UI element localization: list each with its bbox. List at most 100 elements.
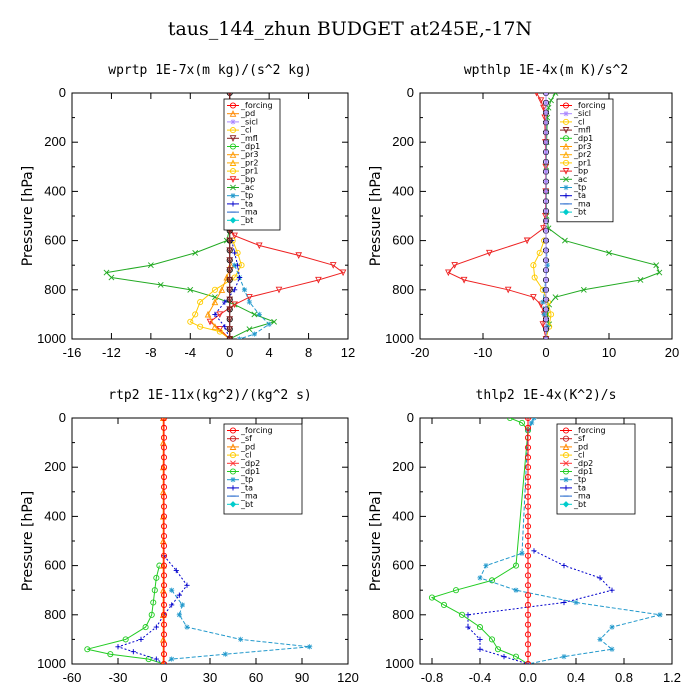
series-point_pr1-marker <box>530 262 537 269</box>
series-point_ta-marker <box>501 654 507 660</box>
series-point_mfl-marker <box>226 257 234 264</box>
x-tick-label: 10 <box>602 345 616 360</box>
y-tick-label: 1000 <box>37 656 66 671</box>
series-point_ta-marker <box>477 646 483 652</box>
series-point_tp-marker <box>176 612 182 618</box>
series-point_sicl-marker <box>543 238 549 244</box>
series-point_forcing-marker <box>524 601 532 609</box>
series-point_ac-marker <box>606 249 612 256</box>
legend-entry: _pr3 <box>573 142 591 151</box>
legend-marker <box>562 118 570 125</box>
series-point_forcing-marker <box>524 631 532 638</box>
legend-entry: _ma <box>240 492 258 501</box>
legend-entry: _pr2 <box>240 158 258 167</box>
series-point_dp1-marker <box>476 624 484 631</box>
y-axis-label: Pressure [hPa] <box>20 166 36 266</box>
series-point_pr3-marker <box>211 298 219 306</box>
series-point_bp-marker <box>539 321 547 328</box>
legend-entry: _ta <box>240 483 253 492</box>
series-point_ac-marker <box>552 93 559 96</box>
series-group <box>84 418 313 664</box>
series-point_tp-marker <box>236 336 243 339</box>
legend-entry: _ac <box>573 175 587 184</box>
legend-marker <box>230 119 236 125</box>
legend-entry: _ma <box>240 208 258 217</box>
legend-marker <box>562 443 570 450</box>
legend-marker <box>229 468 237 475</box>
series-point_dp1-marker <box>512 653 520 660</box>
x-tick-label: 0.4 <box>567 670 585 685</box>
y-tick-label: 800 <box>392 607 414 622</box>
series-point_bp-marker <box>315 276 322 284</box>
legend-marker <box>562 151 570 158</box>
legend-marker <box>230 193 236 199</box>
series-point_sicl-marker <box>543 198 549 204</box>
series-point_ta-marker <box>232 287 238 293</box>
plot-frame <box>71 417 349 665</box>
series-point_forcing-marker <box>524 513 532 520</box>
series-point_bp-marker <box>216 311 224 319</box>
series-point_forcing-marker <box>524 424 532 431</box>
series-point_ta-marker <box>561 563 567 569</box>
legend-marker <box>230 477 236 483</box>
y-axis-label: Pressure [hPa] <box>20 491 36 591</box>
series-point_bp-marker <box>339 269 347 277</box>
y-tick-label: 1000 <box>385 331 414 346</box>
series-point_pr3-marker <box>211 323 219 330</box>
series-point_forcing-marker <box>160 660 168 664</box>
series-point_forcing-marker <box>524 418 532 422</box>
series-point_dp1-marker <box>518 419 526 426</box>
x-tick-label: -30 <box>109 670 128 685</box>
series-point_dp1-marker <box>142 624 149 631</box>
panel-3: rtp2 1E-11x(kg^2)/(kg^2 s) Pressure [hPa]… <box>20 388 359 685</box>
series-point_dp1-marker <box>150 599 157 606</box>
series-point_dp1-marker <box>458 611 466 618</box>
x-tick-label: -20 <box>411 345 430 360</box>
x-tick-label: -16 <box>63 345 82 360</box>
series-point_bp-marker <box>246 294 253 301</box>
series-point_sicl-marker <box>543 277 549 283</box>
y-tick-label: 0 <box>407 410 414 425</box>
series-point_sicl-marker <box>543 178 549 185</box>
series-point_forcing-marker <box>160 418 168 422</box>
y-tick-label: 600 <box>44 233 66 248</box>
legend-marker <box>229 452 237 459</box>
series-point_ac-marker <box>103 269 110 276</box>
series-point_ac-marker <box>147 262 154 269</box>
panel-title: wprtp 1E-7x(m kg)/(s^2 kg) <box>108 63 312 78</box>
legend-marker <box>562 102 570 109</box>
series-point_forcing-marker <box>160 611 168 618</box>
series-point_dp1-marker <box>488 636 496 643</box>
series-point_sicl-marker <box>543 119 549 126</box>
series-point_mfl-marker <box>226 276 234 284</box>
series-point_sicl-marker <box>543 159 549 165</box>
legend-entry: _forcing <box>240 101 273 110</box>
legend-marker <box>562 135 570 142</box>
legend-marker <box>229 427 237 434</box>
series-point_bp-marker <box>231 301 238 309</box>
series-point_sicl-marker <box>543 129 549 135</box>
series-point_sicl-marker <box>543 139 549 145</box>
series-point_ac-marker <box>157 281 164 288</box>
series-point_ta-marker <box>561 599 567 606</box>
series-point_forcing-marker <box>160 424 168 431</box>
series-point_sicl-marker <box>543 188 549 194</box>
legend-marker <box>562 452 570 459</box>
x-tick-label: 60 <box>249 670 263 685</box>
series-point_forcing-marker <box>160 444 168 451</box>
x-tick-label: 1.2 <box>663 670 681 685</box>
series-point_ta-marker <box>477 636 483 642</box>
legend-marker <box>562 168 570 175</box>
series-point_mfl-marker <box>226 296 234 304</box>
legend-entry: _cl <box>240 126 252 135</box>
series-point_ac-marker <box>653 262 660 269</box>
series-point_sicl-marker <box>543 110 549 116</box>
x-tick-label: -8 <box>145 345 157 360</box>
y-tick-label: 400 <box>44 508 66 523</box>
series-point_bp-marker <box>540 104 547 112</box>
series-point_ta-marker <box>153 656 159 662</box>
x-tick-label: -10 <box>474 345 493 360</box>
legend-marker <box>230 485 236 491</box>
series-point_ta-marker <box>184 582 190 588</box>
series-point_ta-marker <box>236 274 243 281</box>
